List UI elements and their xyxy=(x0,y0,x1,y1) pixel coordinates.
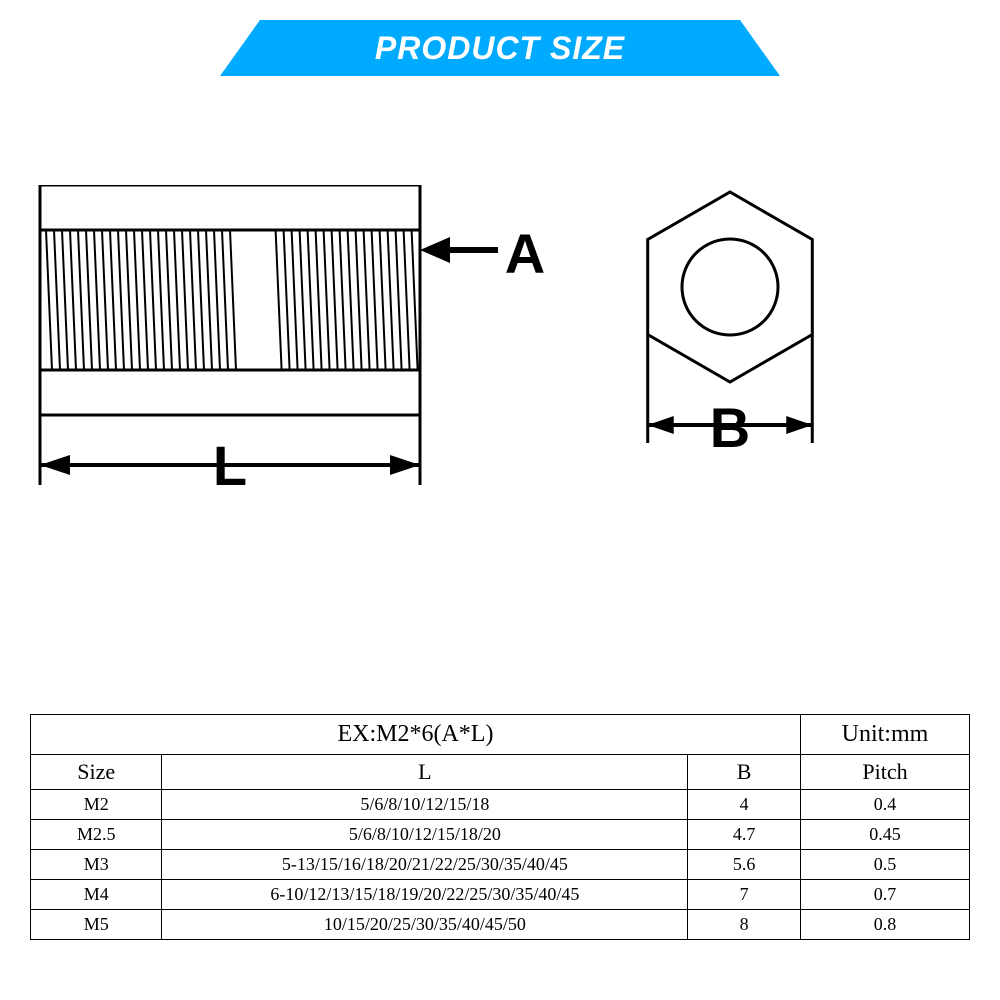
table-header-unit: Unit:mm xyxy=(800,715,969,755)
svg-text:L: L xyxy=(213,434,247,497)
table-header-ex: EX:M2*6(A*L) xyxy=(31,715,801,755)
table-row: M510/15/20/25/30/35/40/45/5080.8 xyxy=(31,910,970,940)
table-row: M35-13/15/16/18/20/21/22/25/30/35/40/455… xyxy=(31,850,970,880)
table-col-header: Size xyxy=(31,755,162,790)
title-text: PRODUCT SIZE xyxy=(220,20,780,76)
diagram-area: L A B xyxy=(30,185,970,545)
table-row: M2.55/6/8/10/12/15/18/204.70.45 xyxy=(31,820,970,850)
svg-text:A: A xyxy=(505,222,545,285)
table-col-header: Pitch xyxy=(800,755,969,790)
title-banner: PRODUCT SIZE xyxy=(220,20,780,76)
table-row: M25/6/8/10/12/15/1840.4 xyxy=(31,790,970,820)
table-row: M46-10/12/13/15/18/19/20/22/25/30/35/40/… xyxy=(31,880,970,910)
side-view-diagram: L A xyxy=(30,185,530,545)
size-table: EX:M2*6(A*L) Unit:mm SizeLBPitch M25/6/8… xyxy=(30,714,970,940)
end-view-diagram: B xyxy=(610,185,970,545)
table-col-header: L xyxy=(162,755,688,790)
table-col-header: B xyxy=(688,755,801,790)
svg-text:B: B xyxy=(710,396,750,459)
